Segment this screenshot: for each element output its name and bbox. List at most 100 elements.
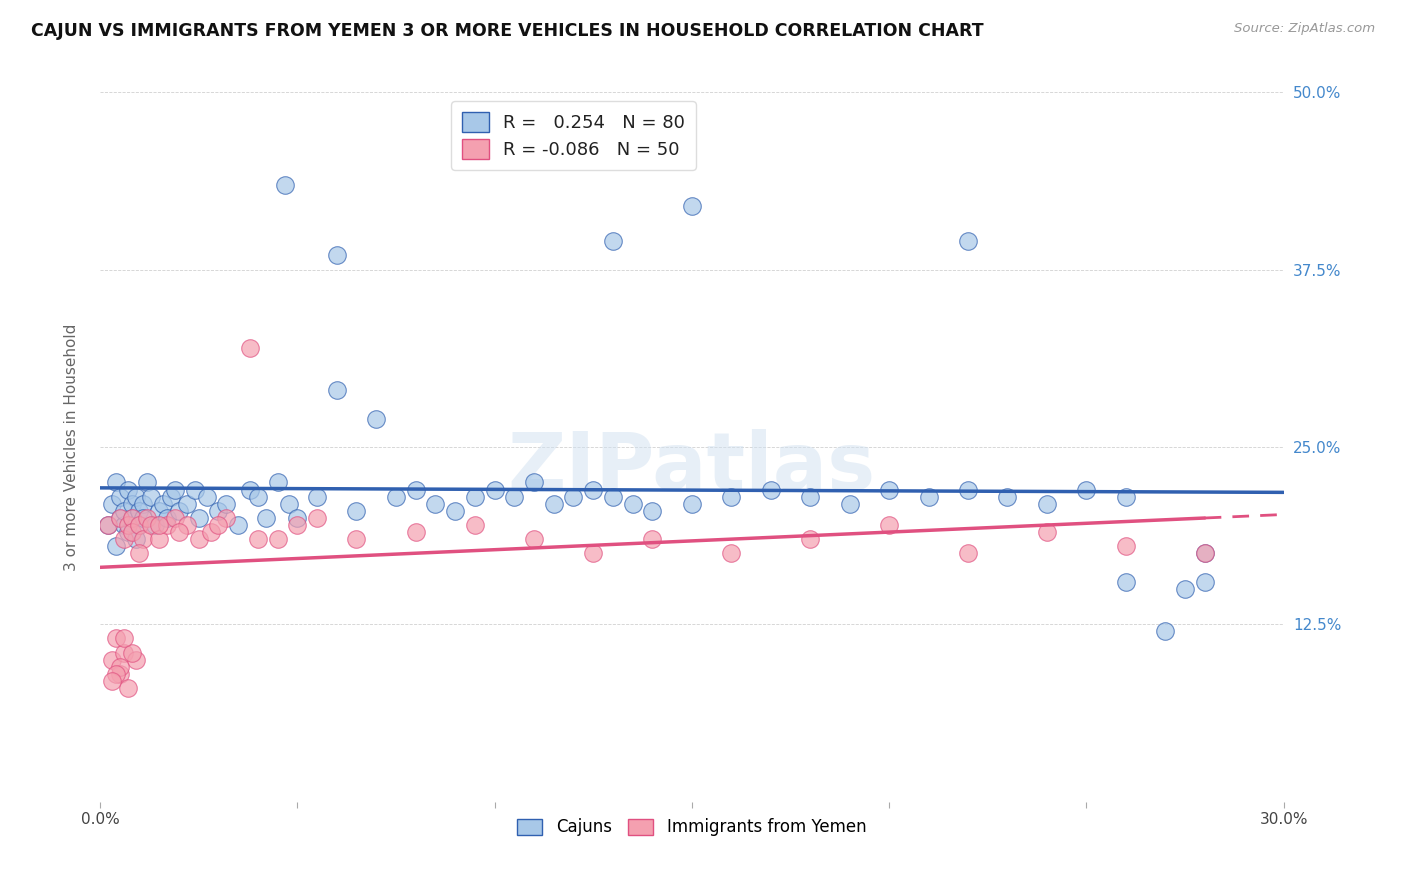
Point	[101, 497, 124, 511]
Point	[326, 248, 349, 262]
Point	[112, 532, 135, 546]
Point	[246, 490, 269, 504]
Point	[183, 483, 205, 497]
Point	[156, 518, 179, 533]
Point	[104, 632, 127, 646]
Point	[385, 490, 408, 504]
Point	[148, 532, 170, 546]
Point	[160, 490, 183, 504]
Point	[215, 511, 238, 525]
Point	[305, 490, 328, 504]
Point	[799, 490, 821, 504]
Point	[141, 490, 163, 504]
Point	[163, 483, 186, 497]
Point	[132, 532, 155, 546]
Point	[121, 524, 143, 539]
Point	[187, 532, 209, 546]
Point	[108, 490, 131, 504]
Point	[239, 483, 262, 497]
Point	[207, 518, 229, 533]
Text: CAJUN VS IMMIGRANTS FROM YEMEN 3 OR MORE VEHICLES IN HOUSEHOLD CORRELATION CHART: CAJUN VS IMMIGRANTS FROM YEMEN 3 OR MORE…	[31, 22, 984, 40]
Point	[641, 504, 664, 518]
Point	[101, 653, 124, 667]
Point	[562, 490, 585, 504]
Point	[132, 511, 155, 525]
Point	[346, 532, 368, 546]
Point	[117, 518, 139, 533]
Point	[1115, 574, 1137, 589]
Point	[97, 518, 120, 533]
Point	[176, 497, 198, 511]
Point	[207, 504, 229, 518]
Point	[956, 483, 979, 497]
Point	[1036, 497, 1059, 511]
Y-axis label: 3 or more Vehicles in Household: 3 or more Vehicles in Household	[65, 323, 79, 571]
Point	[215, 497, 238, 511]
Point	[195, 490, 218, 504]
Point	[1115, 490, 1137, 504]
Point	[917, 490, 939, 504]
Point	[187, 511, 209, 525]
Point	[444, 504, 467, 518]
Point	[124, 653, 146, 667]
Point	[405, 524, 427, 539]
Point	[117, 681, 139, 695]
Point	[167, 524, 190, 539]
Point	[128, 504, 150, 518]
Point	[1076, 483, 1098, 497]
Point	[326, 383, 349, 397]
Point	[104, 475, 127, 490]
Point	[112, 518, 135, 533]
Point	[956, 546, 979, 560]
Point	[366, 411, 388, 425]
Point	[543, 497, 565, 511]
Point	[101, 673, 124, 688]
Point	[97, 518, 120, 533]
Point	[799, 532, 821, 546]
Point	[108, 667, 131, 681]
Point	[143, 518, 166, 533]
Point	[200, 524, 222, 539]
Point	[464, 490, 486, 504]
Point	[148, 518, 170, 533]
Point	[104, 667, 127, 681]
Point	[641, 532, 664, 546]
Point	[108, 511, 131, 525]
Point	[128, 546, 150, 560]
Point	[117, 483, 139, 497]
Point	[226, 518, 249, 533]
Point	[285, 511, 308, 525]
Point	[1174, 582, 1197, 596]
Point	[838, 497, 860, 511]
Text: Source: ZipAtlas.com: Source: ZipAtlas.com	[1234, 22, 1375, 36]
Point	[124, 490, 146, 504]
Point	[141, 518, 163, 533]
Point	[167, 504, 190, 518]
Point	[1194, 574, 1216, 589]
Point	[278, 497, 301, 511]
Point	[877, 483, 900, 497]
Point	[1115, 539, 1137, 553]
Point	[1154, 624, 1177, 639]
Point	[681, 497, 703, 511]
Text: ZIPatlas: ZIPatlas	[508, 429, 876, 508]
Point	[152, 497, 174, 511]
Point	[285, 518, 308, 533]
Point	[405, 483, 427, 497]
Point	[163, 511, 186, 525]
Point	[121, 511, 143, 525]
Point	[254, 511, 277, 525]
Point	[112, 646, 135, 660]
Point	[148, 504, 170, 518]
Point	[523, 532, 546, 546]
Point	[239, 341, 262, 355]
Point	[266, 532, 288, 546]
Point	[681, 199, 703, 213]
Point	[266, 475, 288, 490]
Point	[997, 490, 1019, 504]
Point	[108, 660, 131, 674]
Point	[112, 632, 135, 646]
Point	[464, 518, 486, 533]
Point	[346, 504, 368, 518]
Point	[602, 490, 624, 504]
